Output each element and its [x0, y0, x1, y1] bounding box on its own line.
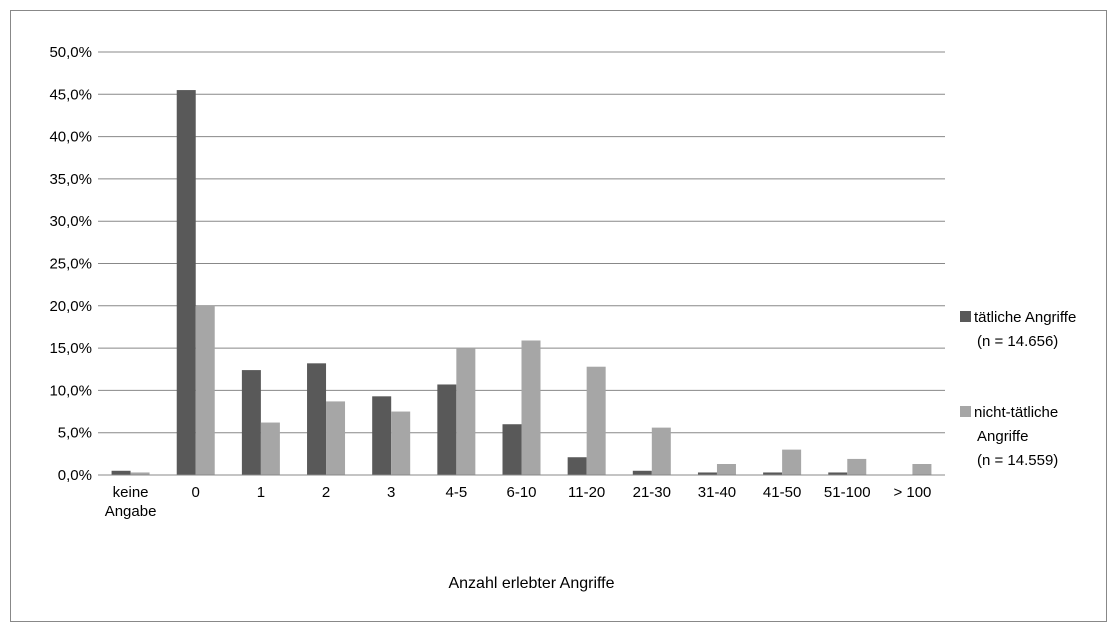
y-tick-label: 15,0%: [49, 340, 92, 357]
bar-series-1-3: [307, 363, 327, 475]
y-tick-label: 35,0%: [49, 171, 92, 188]
x-tick-label: 51-100: [824, 484, 871, 501]
legend-swatch-1: [960, 311, 971, 322]
bar-series-2-7: [586, 366, 606, 475]
y-tick-label: 30,0%: [49, 213, 92, 230]
bar-series-1-10: [763, 472, 783, 475]
legend-label-2: nicht-tätliche Angriffe (n = 14.559): [974, 404, 1058, 469]
y-tick-labels: 0,0% 5,0% 10,0% 15,0% 20,0% 25,0% 30,0% 35,0% 40…: [49, 44, 92, 484]
bar-series-2-4: [391, 411, 411, 475]
x-tick-label: 0: [192, 484, 200, 501]
bar-series-2-0: [130, 472, 150, 475]
bar-series-1-7: [567, 457, 587, 475]
bar-series-1-6: [502, 424, 522, 475]
bar-series-2-11: [847, 458, 867, 475]
bar-series-2-8: [651, 427, 671, 475]
x-tick-labels: keine Angabe 0 1 2 3 4-5 6-10 11-20 21-30 31-40 41-…: [105, 484, 932, 520]
bar-series-2-12: [912, 464, 932, 475]
x-tick-label: 6-10: [506, 484, 536, 501]
x-tick-label: keine Angabe: [105, 484, 157, 520]
bar-series-2-2: [260, 422, 280, 475]
y-tick-label: 40,0%: [49, 129, 92, 146]
bar-series-1-8: [632, 470, 652, 475]
y-tick-label: 50,0%: [49, 44, 92, 61]
bar-series-1-2: [241, 370, 261, 475]
bar-series-2-3: [326, 401, 346, 475]
y-tick-label: 10,0%: [49, 382, 92, 399]
y-tick-label: 0,0%: [58, 467, 92, 484]
legend-swatch-2: [960, 406, 971, 417]
y-tick-label: 20,0%: [49, 298, 92, 315]
bar-series-2-5: [456, 348, 476, 475]
x-tick-label: 21-30: [633, 484, 671, 501]
bar-series-1-0: [111, 470, 131, 475]
x-axis-title: Anzahl erlebter Angriffe: [448, 575, 614, 592]
y-tick-label: 25,0%: [49, 256, 92, 273]
x-tick-label: 4-5: [446, 484, 468, 501]
bar-series-1-11: [828, 472, 848, 475]
x-tick-label: 31-40: [698, 484, 736, 501]
bars: [111, 90, 932, 475]
x-tick-label: > 100: [893, 484, 931, 501]
bar-series-1-4: [372, 396, 392, 475]
x-tick-label: 2: [322, 484, 330, 501]
bar-series-2-9: [716, 464, 736, 475]
legend-label-1: tätliche Angriffe (n = 14.656): [974, 309, 1076, 350]
bar-series-2-6: [521, 340, 541, 475]
gridlines: [98, 51, 945, 434]
bar-series-2-10: [782, 449, 802, 475]
bar-series-1-5: [437, 384, 457, 475]
bar-series-1-1: [176, 90, 196, 475]
x-tick-label: 11-20: [568, 484, 605, 501]
x-tick-label: 1: [257, 484, 265, 501]
y-tick-label: 45,0%: [49, 86, 92, 103]
y-tick-label: 5,0%: [58, 425, 92, 442]
legend: tätliche Angriffe (n = 14.656) nicht-tätli…: [960, 309, 1076, 469]
bar-series-2-1: [195, 305, 215, 475]
x-tick-label: 41-50: [763, 484, 801, 501]
bar-series-1-9: [697, 472, 717, 475]
x-tick-label: 3: [387, 484, 395, 501]
